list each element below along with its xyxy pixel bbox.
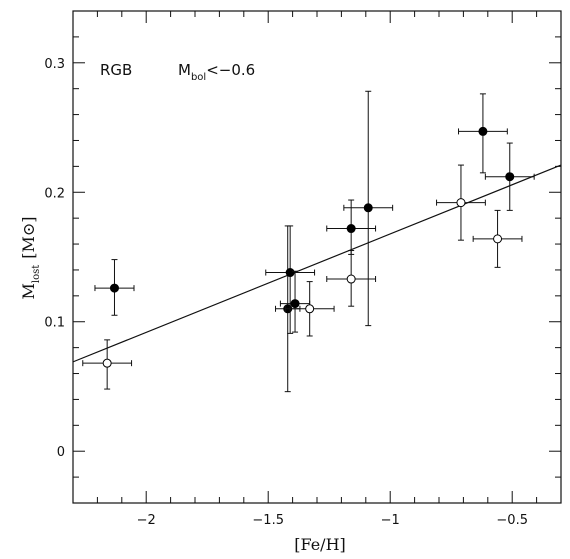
fit-line xyxy=(72,164,562,363)
x-tick-label: −1.5 xyxy=(252,513,284,528)
x-axis-label: [Fe/H] xyxy=(294,535,346,554)
annotation-mbol: Mbol<−0.6 xyxy=(178,61,255,83)
data-point-open xyxy=(305,304,315,314)
data-point-filled xyxy=(285,268,295,278)
data-point-filled xyxy=(290,299,300,309)
data-point-open xyxy=(493,234,503,244)
x-tick-label: −2 xyxy=(137,513,156,528)
y-tick-label: 0.2 xyxy=(44,186,65,201)
data-point-filled xyxy=(109,283,119,293)
annotation: RGB Mbol<−0.6 xyxy=(100,61,255,83)
data-point-open xyxy=(102,358,112,368)
y-tick-label: 0.3 xyxy=(44,57,65,72)
data-point-open xyxy=(456,198,466,208)
y-axis-label: Mlost[M⊙] xyxy=(19,216,42,299)
data-point-open xyxy=(346,274,356,284)
data-point-filled xyxy=(478,126,488,136)
plot-area: −2 −1.5 −1 −0.5 0 0.1 0.2 0.3 xyxy=(44,10,562,528)
x-tick-label: −1 xyxy=(381,513,400,528)
x-tick-label: −0.5 xyxy=(496,513,528,528)
y-tick-label: 0 xyxy=(57,445,65,460)
y-tick-label: 0.1 xyxy=(44,316,65,331)
plot-frame xyxy=(72,10,562,504)
data-point-filled xyxy=(363,203,373,213)
data-point-filled xyxy=(346,224,356,234)
annotation-rgb: RGB xyxy=(100,61,132,79)
data-point-filled xyxy=(505,172,515,182)
